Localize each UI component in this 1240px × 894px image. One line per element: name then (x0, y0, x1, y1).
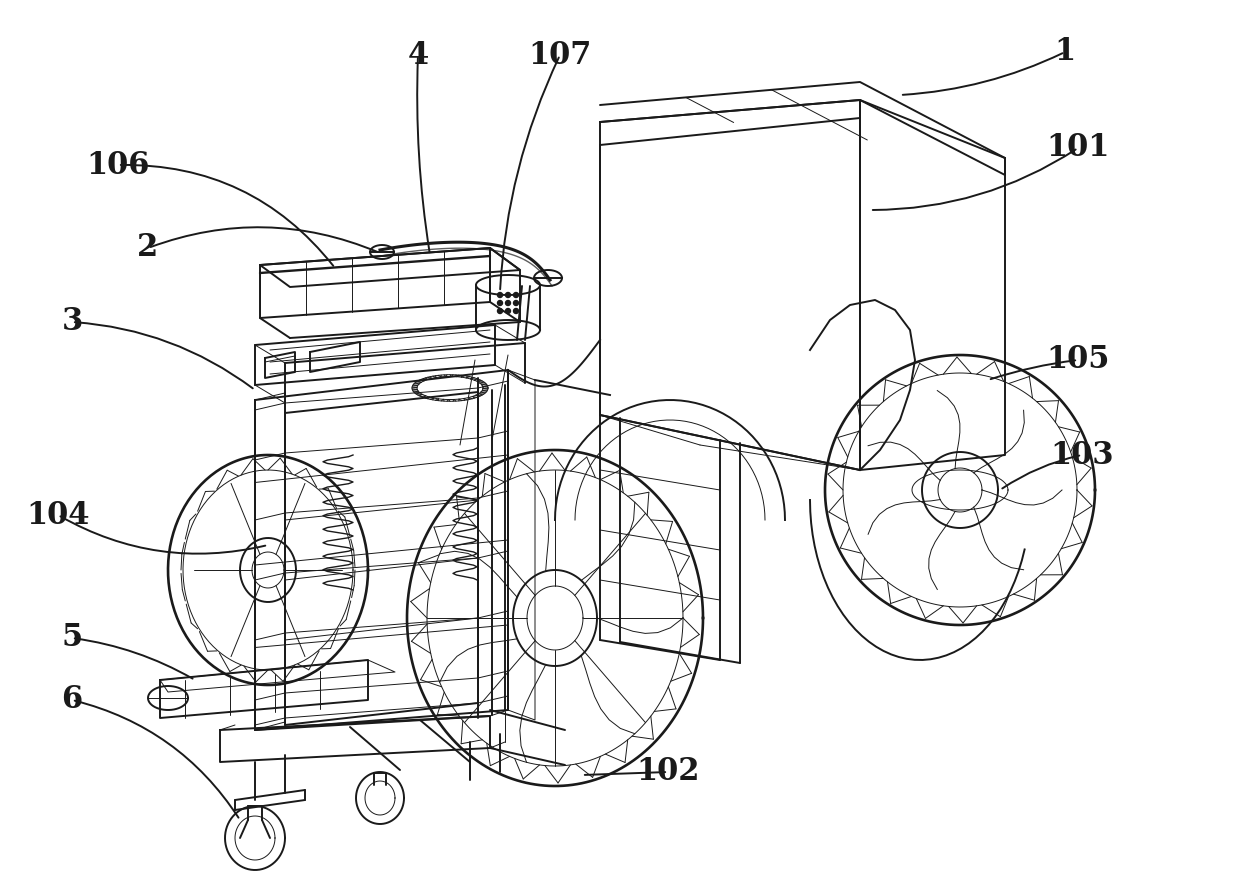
Circle shape (497, 300, 502, 306)
Circle shape (506, 300, 511, 306)
Text: 104: 104 (26, 500, 89, 530)
Text: 106: 106 (87, 149, 150, 181)
Text: 107: 107 (528, 39, 591, 71)
Circle shape (513, 308, 518, 314)
Text: 2: 2 (138, 232, 159, 264)
Text: 105: 105 (1047, 344, 1110, 375)
Circle shape (506, 308, 511, 314)
Text: 3: 3 (61, 307, 83, 338)
Circle shape (497, 292, 502, 298)
Circle shape (513, 300, 518, 306)
Text: 6: 6 (62, 685, 83, 715)
Text: 103: 103 (1050, 440, 1114, 470)
Text: 1: 1 (1054, 37, 1075, 68)
Text: 101: 101 (1047, 132, 1110, 164)
Text: 102: 102 (636, 756, 699, 788)
Circle shape (497, 308, 502, 314)
Text: 5: 5 (62, 622, 83, 654)
Text: 4: 4 (408, 39, 429, 71)
Circle shape (506, 292, 511, 298)
Circle shape (513, 292, 518, 298)
